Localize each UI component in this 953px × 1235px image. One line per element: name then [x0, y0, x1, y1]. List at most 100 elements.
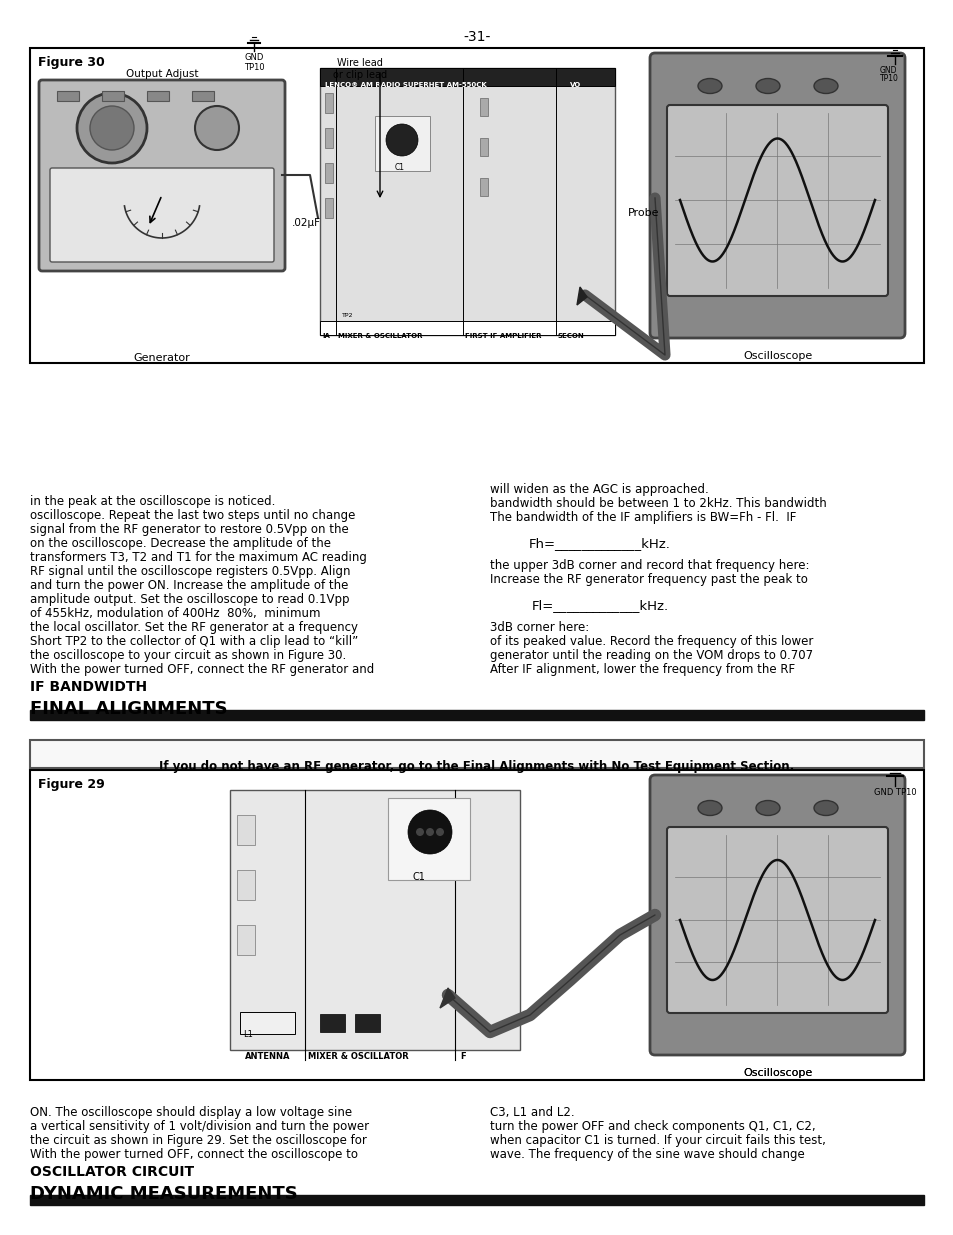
- Text: the circuit as shown in Figure 29. Set the oscilloscope for: the circuit as shown in Figure 29. Set t…: [30, 1134, 367, 1147]
- Bar: [30, 1195, 923, 1205]
- Text: bandwidth should be between 1 to 2kHz. This bandwidth: bandwidth should be between 1 to 2kHz. T…: [490, 496, 826, 510]
- Bar: [319, 68, 615, 335]
- Text: Generator: Generator: [133, 353, 191, 363]
- Text: MIXER & OSCILLATOR: MIXER & OSCILLATOR: [337, 333, 422, 338]
- Bar: [325, 163, 333, 183]
- Bar: [230, 790, 519, 1050]
- Text: With the power turned OFF, connect the oscilloscope to: With the power turned OFF, connect the o…: [30, 1149, 357, 1161]
- Text: MIXER & OSCILLATOR: MIXER & OSCILLATOR: [308, 1052, 408, 1061]
- Text: Oscilloscope: Oscilloscope: [742, 1068, 812, 1078]
- Text: GND: GND: [879, 65, 897, 75]
- Text: TP10: TP10: [243, 63, 264, 72]
- FancyBboxPatch shape: [39, 80, 285, 270]
- Text: IF BANDWIDTH: IF BANDWIDTH: [30, 680, 147, 694]
- Text: generator until the reading on the VOM drops to 0.707: generator until the reading on the VOM d…: [490, 650, 812, 662]
- Text: -31-: -31-: [463, 30, 490, 44]
- Circle shape: [77, 93, 147, 163]
- Bar: [325, 93, 333, 112]
- Text: on the oscilloscope. Decrease the amplitude of the: on the oscilloscope. Decrease the amplit…: [30, 537, 331, 550]
- Text: Figure 29: Figure 29: [38, 778, 105, 790]
- Text: in the peak at the oscilloscope is noticed.: in the peak at the oscilloscope is notic…: [30, 495, 275, 508]
- FancyBboxPatch shape: [649, 53, 904, 338]
- Text: amplitude output. Set the oscilloscope to read 0.1Vpp: amplitude output. Set the oscilloscope t…: [30, 593, 349, 606]
- Text: Fh=_____________kHz.: Fh=_____________kHz.: [529, 537, 670, 550]
- Bar: [192, 91, 213, 101]
- Text: RF signal until the oscilloscope registers 0.5Vpp. Align: RF signal until the oscilloscope registe…: [30, 564, 350, 578]
- Bar: [30, 769, 923, 1079]
- Ellipse shape: [698, 79, 721, 94]
- Text: the upper 3dB corner and record that frequency here:: the upper 3dB corner and record that fre…: [490, 559, 809, 572]
- Text: Oscilloscope: Oscilloscope: [742, 1068, 812, 1078]
- Bar: [30, 710, 923, 720]
- Text: TP10: TP10: [879, 74, 898, 83]
- Text: wave. The frequency of the sine wave should change: wave. The frequency of the sine wave sho…: [490, 1149, 804, 1161]
- Bar: [319, 321, 615, 335]
- Text: If you do not have an RF generator, go to the Final Alignments with No Test Equi: If you do not have an RF generator, go t…: [159, 760, 794, 773]
- Bar: [479, 178, 488, 196]
- Bar: [479, 98, 488, 116]
- Text: 3dB corner here:: 3dB corner here:: [490, 621, 589, 634]
- Text: the oscilloscope to your circuit as shown in Figure 30.: the oscilloscope to your circuit as show…: [30, 650, 346, 662]
- Text: After IF alignment, lower the frequency from the RF: After IF alignment, lower the frequency …: [490, 663, 794, 676]
- Text: transformers T3, T2 and T1 for the maximum AC reading: transformers T3, T2 and T1 for the maxim…: [30, 551, 367, 564]
- Text: the local oscillator. Set the RF generator at a frequency: the local oscillator. Set the RF generat…: [30, 621, 357, 634]
- Bar: [325, 128, 333, 148]
- Text: FINAL ALIGNMENTS: FINAL ALIGNMENTS: [30, 700, 228, 718]
- Bar: [375, 116, 430, 170]
- Text: of 455kHz, modulation of 400Hz  80%,  minimum: of 455kHz, modulation of 400Hz 80%, mini…: [30, 606, 320, 620]
- Text: ANTENNA: ANTENNA: [245, 1052, 291, 1061]
- Polygon shape: [577, 287, 586, 305]
- Circle shape: [194, 106, 239, 149]
- Bar: [147, 91, 169, 101]
- Circle shape: [386, 124, 417, 156]
- Text: GND: GND: [244, 53, 263, 62]
- Text: TP2: TP2: [341, 312, 354, 317]
- Text: .02μF: .02μF: [292, 219, 320, 228]
- Text: With the power turned OFF, connect the RF generator and: With the power turned OFF, connect the R…: [30, 663, 374, 676]
- Text: VO: VO: [569, 82, 580, 88]
- Ellipse shape: [755, 800, 780, 815]
- Text: LENCO® AM RADIO SUPERHET AM-550CK: LENCO® AM RADIO SUPERHET AM-550CK: [325, 82, 486, 88]
- Text: SECON: SECON: [558, 333, 584, 338]
- Text: FIRST IF AMPLIFIER: FIRST IF AMPLIFIER: [464, 333, 541, 338]
- Bar: [355, 1014, 379, 1032]
- Text: Fl=_____________kHz.: Fl=_____________kHz.: [531, 599, 668, 613]
- FancyBboxPatch shape: [666, 105, 887, 296]
- Text: a vertical sensitivity of 1 volt/division and turn the power: a vertical sensitivity of 1 volt/divisio…: [30, 1120, 369, 1132]
- Text: Output Adjust: Output Adjust: [126, 69, 198, 79]
- Text: will widen as the AGC is approached.: will widen as the AGC is approached.: [490, 483, 708, 496]
- Bar: [236, 815, 254, 845]
- Text: The bandwidth of the IF amplifiers is BW=Fh - Fl.  IF: The bandwidth of the IF amplifiers is BW…: [490, 511, 796, 524]
- Polygon shape: [439, 988, 455, 1008]
- Text: ON. The oscilloscope should display a low voltage sine: ON. The oscilloscope should display a lo…: [30, 1107, 352, 1119]
- Bar: [57, 91, 79, 101]
- Text: OSCILLATOR CIRCUIT: OSCILLATOR CIRCUIT: [30, 1165, 193, 1179]
- Circle shape: [416, 827, 423, 836]
- Bar: [240, 1011, 294, 1034]
- Circle shape: [436, 827, 443, 836]
- Bar: [325, 198, 333, 219]
- Circle shape: [90, 106, 133, 149]
- Text: IA: IA: [322, 333, 330, 338]
- Bar: [102, 91, 124, 101]
- Text: Oscilloscope: Oscilloscope: [742, 351, 812, 361]
- Text: turn the power OFF and check components Q1, C1, C2,: turn the power OFF and check components …: [490, 1120, 815, 1132]
- Bar: [479, 138, 488, 156]
- Ellipse shape: [755, 79, 780, 94]
- Text: C1: C1: [413, 872, 425, 882]
- FancyBboxPatch shape: [50, 168, 274, 262]
- Text: L1: L1: [243, 1030, 253, 1039]
- Bar: [319, 1014, 345, 1032]
- FancyBboxPatch shape: [666, 827, 887, 1013]
- Ellipse shape: [813, 800, 837, 815]
- Text: DYNAMIC MEASUREMENTS: DYNAMIC MEASUREMENTS: [30, 1186, 297, 1203]
- Text: oscilloscope. Repeat the last two steps until no change: oscilloscope. Repeat the last two steps …: [30, 509, 355, 522]
- Bar: [236, 925, 254, 955]
- Bar: [236, 869, 254, 900]
- Text: Short TP2 to the collector of Q1 with a clip lead to “kill”: Short TP2 to the collector of Q1 with a …: [30, 635, 358, 648]
- Text: Figure 30: Figure 30: [38, 56, 105, 69]
- Text: and turn the power ON. Increase the amplitude of the: and turn the power ON. Increase the ampl…: [30, 579, 348, 592]
- Text: GND TP10: GND TP10: [873, 788, 916, 797]
- Ellipse shape: [813, 79, 837, 94]
- Circle shape: [426, 827, 434, 836]
